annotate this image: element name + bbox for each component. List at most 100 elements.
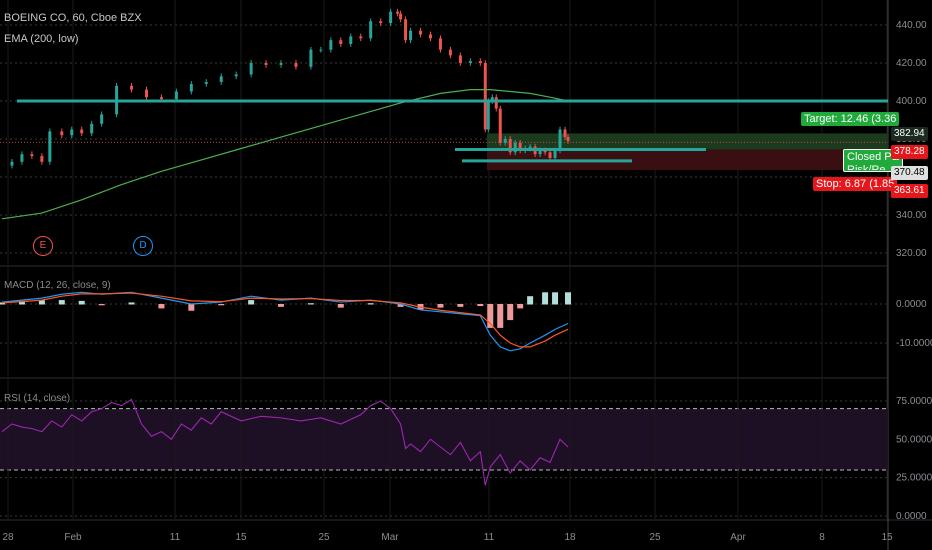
macd-histogram-bar [367, 303, 374, 305]
macd-histogram-bar [158, 304, 165, 309]
macd-histogram-bar [128, 302, 135, 305]
macd-line [1, 291, 569, 352]
macd-histogram-bar [278, 304, 285, 307]
target-label[interactable]: Target: 12.46 (3.36 [801, 112, 900, 126]
macd-histogram-bar [0, 302, 5, 305]
candle-body [30, 154, 34, 157]
candle-body [399, 13, 403, 20]
candle-body [264, 63, 268, 65]
candle-body [396, 11, 400, 14]
closed-pl-text: Closed P& [847, 151, 899, 163]
candle-body [219, 76, 223, 82]
candle-body [553, 150, 557, 158]
closed-pl-label[interactable]: Closed P& Risk/Re [843, 149, 903, 172]
macd-histogram-bar [477, 304, 484, 307]
candle-body [458, 55, 462, 63]
candle-body [486, 101, 490, 130]
earnings-event-icon[interactable]: E [33, 236, 53, 256]
candle-body [508, 139, 512, 153]
candle-body [130, 85, 134, 90]
candle-body [174, 91, 178, 100]
time-tick-label: 15 [235, 532, 247, 543]
macd-histogram-bar [507, 304, 514, 321]
candle-body [563, 129, 567, 138]
candle-body [279, 63, 283, 65]
candle-body [483, 63, 487, 130]
candle-body [490, 97, 494, 101]
time-tick-label: 25 [318, 532, 330, 543]
time-tick-label: 11 [484, 532, 495, 543]
candle-body [319, 49, 323, 51]
rsi-tick-label: 50.0000 [896, 434, 932, 445]
signal-line [1, 292, 569, 348]
time-tick-label: 11 [170, 532, 181, 543]
candle-body [468, 61, 472, 63]
candle-body [558, 129, 562, 151]
macd-histogram-bar [517, 304, 524, 309]
macd-histogram-bar [18, 300, 25, 305]
candle-body [419, 30, 423, 35]
candle-body [379, 21, 383, 24]
ema-line [1, 88, 569, 220]
candle-body [438, 38, 442, 50]
candle-body [478, 61, 482, 63]
ema-legend: EMA (200, low) [4, 33, 79, 45]
candle-body [40, 156, 44, 162]
macd-histogram-bar [487, 304, 494, 328]
rsi-line [1, 398, 569, 486]
macd-histogram-bar [527, 296, 534, 305]
macd-histogram-bar [78, 300, 85, 305]
macd-histogram-bar [457, 304, 464, 307]
rsi-tick-label: 75.0000 [896, 396, 932, 407]
candle-body [48, 131, 52, 162]
candle-body [389, 11, 393, 24]
time-tick-label: 28 [2, 532, 14, 543]
candle-body [349, 36, 353, 44]
target-zone [487, 133, 888, 150]
candle-body [448, 49, 452, 56]
macd-histogram-bar [307, 303, 314, 305]
candle-body [249, 63, 253, 75]
stop-label[interactable]: Stop: 6.87 (1.85 [813, 177, 898, 191]
price-tag-lower: 363.61 [891, 184, 928, 198]
candle-body [189, 83, 193, 92]
price-tick-label: 320.00 [896, 248, 927, 259]
rsi-tick-label: 0.0000 [896, 511, 927, 522]
rsi-legend: RSI (14, close) [4, 393, 71, 404]
price-tag-upper: 382.94 [891, 127, 928, 141]
candle-body [80, 129, 84, 134]
time-tick-label: 15 [881, 532, 893, 543]
stop-zone [487, 149, 888, 171]
candle-body [518, 142, 522, 151]
candle-body [369, 21, 373, 39]
time-tick-label: 25 [649, 532, 661, 543]
macd-histogram-bar [38, 300, 45, 305]
macd-histogram-bar [248, 300, 255, 305]
candle-body [100, 114, 104, 124]
macd-legend: MACD (12, 26, close, 9) [4, 280, 111, 291]
candle-body [548, 152, 552, 158]
candle-body [309, 49, 313, 67]
candle-body [538, 150, 542, 155]
macd-histogram-bar [552, 292, 559, 305]
candle-body [234, 74, 238, 77]
macd-histogram-bar [218, 304, 225, 306]
macd-histogram-bar [497, 304, 504, 328]
time-tick-label: Feb [64, 532, 82, 543]
rsi-tick-label: 25.0000 [896, 473, 932, 484]
candle-body [294, 63, 298, 67]
candle-body [498, 108, 502, 143]
dividend-event-icon[interactable]: D [133, 236, 153, 256]
candle-body [513, 142, 517, 153]
candle-body [20, 154, 24, 162]
price-tick-label: 340.00 [896, 210, 927, 221]
candle-body [543, 150, 547, 153]
risk-reward-text: Risk/Re [847, 164, 886, 170]
macd-histogram-bar [98, 304, 105, 306]
time-tick-label: Mar [381, 532, 399, 543]
candle-body [359, 36, 363, 39]
candle-body [159, 97, 163, 100]
time-tick-label: 18 [564, 532, 576, 543]
time-tick-label: Apr [730, 532, 746, 543]
